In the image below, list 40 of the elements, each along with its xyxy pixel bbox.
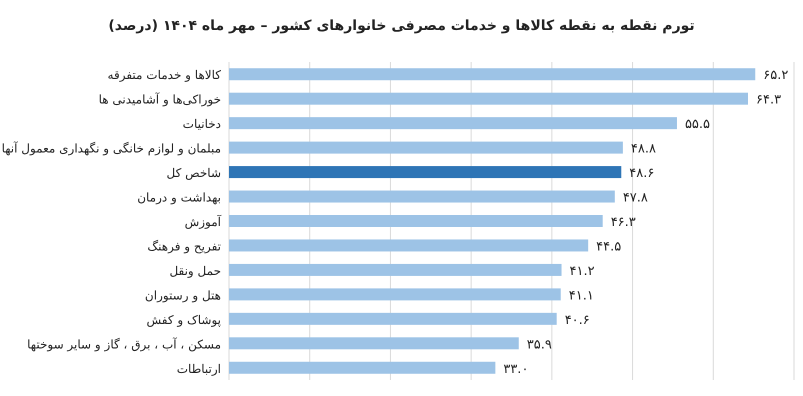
y-tick-label: مبلمان و لوازم خانگی و نگهداری معمول آنها — [2, 140, 221, 156]
data-label: ۴۶.۳ — [610, 215, 636, 230]
y-tick-label: دخانیات — [182, 117, 221, 132]
y-tick-label: تفریح و فرهنگ — [147, 239, 221, 254]
y-tick-label: ارتباطات — [176, 362, 221, 376]
y-tick-label: آموزش — [184, 214, 222, 229]
bar — [229, 190, 615, 203]
data-label: ۴۷.۸ — [622, 190, 648, 206]
y-tick-label: حمل ونقل — [169, 264, 221, 278]
bar — [229, 166, 622, 178]
y-tick-label: خوراکی‌ها و آشامیدنی ها — [98, 92, 221, 107]
y-tick-label: بهداشت و درمان — [137, 190, 221, 205]
y-tick-label: پوشاک و کفش — [146, 312, 221, 327]
data-label: ۴۸.۸ — [630, 142, 656, 157]
bar — [229, 215, 603, 227]
bar — [229, 239, 588, 252]
data-label: ۴۰.۶ — [564, 312, 590, 328]
chart-title: تورم نقطه به نقطه کالاها و خدمات مصرفی خانوارهای کشور – مهر ماه ۱۴۰۴ (درصد) — [108, 18, 695, 34]
bar — [229, 362, 496, 374]
data-label: ۵۵.۵ — [684, 117, 710, 132]
bar — [229, 68, 756, 80]
bar — [229, 142, 623, 154]
bar — [229, 264, 562, 276]
bar — [229, 117, 677, 130]
data-label: ۴۴.۵ — [596, 239, 622, 254]
data-label: ۶۴.۳ — [756, 92, 782, 108]
data-label: ۶۵.۲ — [763, 68, 788, 84]
y-tick-label: هتل و رستوران — [144, 288, 221, 302]
data-label: ۴۱.۲ — [570, 264, 595, 279]
bar — [229, 312, 557, 325]
data-label: ۳۳.۰ — [503, 362, 528, 377]
data-label: ۳۵.۹ — [526, 337, 552, 352]
y-tick-label: شاخص کل — [166, 166, 221, 180]
data-label: ۴۸.۶ — [629, 166, 654, 182]
bar — [229, 337, 519, 350]
data-label: ۴۱.۱ — [568, 288, 594, 304]
bar — [229, 288, 561, 300]
y-tick-label: مسکن ، آب ، برق ، گاز و سایر سوختها — [27, 336, 221, 352]
bar — [229, 92, 748, 105]
y-tick-label: کالاها و خدمات متفرقه — [108, 68, 222, 82]
